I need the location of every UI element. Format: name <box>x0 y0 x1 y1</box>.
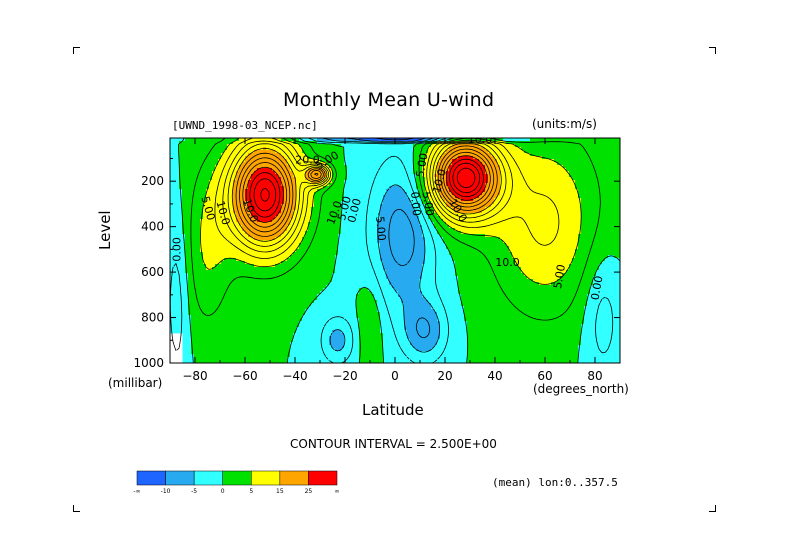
contour-label: 0.00 <box>345 197 364 224</box>
contour-label: 0.00 <box>588 275 605 301</box>
contour-line <box>260 167 476 202</box>
y-tick-label: 200 <box>141 174 164 188</box>
y-tick-label: 600 <box>141 265 164 279</box>
contour-label: 5.00 <box>335 195 354 222</box>
contour-line <box>222 140 513 253</box>
contour-line <box>200 138 582 285</box>
x-tick-label: −60 <box>232 369 257 383</box>
x-tick-label: 60 <box>537 369 552 383</box>
contour-line <box>214 138 560 259</box>
contour-line <box>178 138 620 363</box>
x-tick-label: 20 <box>437 369 452 383</box>
y-tick-label: 400 <box>141 220 164 234</box>
footer-label: (mean) lon:0..357.5 <box>492 476 618 489</box>
units-label: (units:m/s) <box>532 117 597 131</box>
y-tick-label: 800 <box>141 311 164 325</box>
contour-line <box>235 145 498 237</box>
contour-line <box>249 158 484 218</box>
contour-line <box>239 148 495 233</box>
x-axis-units: (degrees_north) <box>533 382 629 396</box>
contour-label: 20.0 <box>295 154 320 167</box>
crop-mark-bottom-right <box>709 505 716 512</box>
y-axis-units: (millibar) <box>108 376 163 390</box>
chart-title: Monthly Mean U-wind <box>283 89 495 111</box>
contour-label: 5.00 <box>199 195 218 222</box>
contour-label: 5.00 <box>551 263 568 289</box>
contour-line <box>245 155 488 223</box>
contour-label: 5.00 <box>419 191 436 217</box>
contour-label: 0.00 <box>171 237 184 262</box>
x-tick-label: −80 <box>182 369 207 383</box>
y-tick-label: 1000 <box>133 356 164 370</box>
contour-line <box>242 151 491 228</box>
x-tick-label: 40 <box>487 369 502 383</box>
x-tick-label: 80 <box>587 369 602 383</box>
y-axis-label: Level <box>96 210 114 250</box>
crop-mark-top-right <box>709 47 716 54</box>
contour-label: 10.0 <box>214 199 233 226</box>
contour-label: 0.00 <box>408 191 423 217</box>
dataset-label: [UWND_1998-03_NCEP.nc] <box>172 119 318 132</box>
contour-line <box>253 162 481 212</box>
contour-label: 5.00 <box>413 152 430 178</box>
contour-label: 10.0 <box>430 168 449 195</box>
contour-line <box>231 143 502 242</box>
x-tick-label: −20 <box>332 369 357 383</box>
contour-interval-label: CONTOUR INTERVAL = 2.500E+00 <box>290 437 497 451</box>
x-axis-label: Latitude <box>362 401 424 419</box>
crop-mark-top-left <box>73 47 80 54</box>
contour-label: -5.00 <box>373 212 388 241</box>
contour-line <box>190 138 601 321</box>
crop-mark-bottom-left <box>73 505 80 512</box>
x-tick-label: 0 <box>391 369 399 383</box>
contour-line <box>170 138 614 363</box>
x-tick-label: −40 <box>282 369 307 383</box>
contour-line <box>227 142 507 247</box>
contour-label: 10.0 <box>468 133 493 146</box>
contour-label: 10.0 <box>495 256 520 269</box>
